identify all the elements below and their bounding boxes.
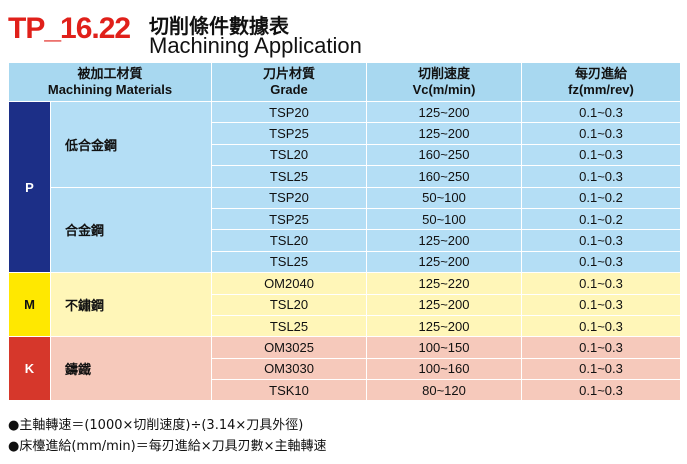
cell-fz: 0.1~0.3 (521, 336, 681, 359)
header-grade: 刀片材質 Grade (211, 62, 367, 102)
material-name: 合金鋼 (50, 186, 212, 274)
title-english: Machining Application (149, 33, 362, 58)
catalog-code: TP_16.22 (8, 12, 131, 45)
table-body: P 低合金鋼 TSP20 125~200 0.1~0.3 TSP25 125~200 0.1~… (8, 100, 681, 402)
formula-notes: ●主軸轉速＝(1000×切削速度)÷(3.14×刀具外徑) ●床檯進給(mm/m… (8, 415, 327, 457)
cell-vc: 80~120 (366, 379, 522, 402)
cell-grade: TSL20 (211, 229, 367, 252)
table-row: TSP25 125~200 0.1~0.3 (9, 122, 681, 145)
table-row: P 低合金鋼 TSP20 125~200 0.1~0.3 (8, 100, 681, 274)
material-name: 不鏽鋼 (50, 272, 212, 338)
note-table-feed: ●床檯進給(mm/min)＝每刃進給×刀具刃數×主軸轉速 (8, 439, 327, 454)
table-row: 合金鋼 TSP20 50~100 0.1~0.2 (9, 186, 681, 274)
cell-grade: TSP25 (211, 122, 367, 145)
cell-vc: 125~200 (366, 229, 522, 252)
material-name: 鑄鐵 (50, 336, 212, 402)
cell-grade: TSL20 (211, 293, 367, 316)
cell-fz: 0.1~0.3 (521, 229, 681, 252)
cell-vc: 125~200 (366, 250, 522, 274)
table-row: M 不鏽鋼 OM2040 125~220 0.1~0.3 (8, 272, 681, 338)
cell-fz: 0.1~0.3 (521, 272, 681, 295)
material-group-k: K (8, 336, 51, 402)
table-row: OM3030 100~160 0.1~0.3 (9, 357, 681, 381)
table-header-row: 被加工材質 Machining Materials 刀片材質 Grade 切削速度 V… (8, 62, 681, 102)
title-chinese: 切削條件數據表 (149, 14, 289, 38)
cell-grade: TSP25 (211, 207, 367, 231)
table-row: TSL25 160~250 0.1~0.3 (9, 165, 681, 188)
table-row: TSL25 125~200 0.1~0.3 (9, 250, 681, 274)
header-materials: 被加工材質 Machining Materials (8, 62, 212, 102)
cell-grade: TSP20 (211, 186, 367, 209)
material-group-m: M (8, 272, 51, 338)
table-row: TSP25 50~100 0.1~0.2 (9, 207, 681, 231)
cell-grade: TSL25 (211, 165, 367, 188)
cell-fz: 0.1~0.3 (521, 250, 681, 274)
cell-fz: 0.1~0.2 (521, 186, 681, 209)
cell-vc: 50~100 (366, 186, 522, 209)
cell-grade: OM2040 (211, 272, 367, 295)
cell-fz: 0.1~0.3 (521, 165, 681, 188)
cell-fz: 0.1~0.3 (521, 314, 681, 338)
cell-vc: 125~200 (366, 314, 522, 338)
cell-vc: 125~200 (366, 122, 522, 145)
cell-vc: 160~250 (366, 143, 522, 167)
cell-grade: OM3030 (211, 357, 367, 381)
cell-vc: 100~160 (366, 357, 522, 381)
cell-fz: 0.1~0.3 (521, 293, 681, 316)
cell-fz: 0.1~0.3 (521, 100, 681, 124)
cell-fz: 0.1~0.3 (521, 143, 681, 167)
table-row: K 鑄鐵 OM3025 100~150 0.1~0.3 (8, 336, 681, 402)
cell-fz: 0.1~0.2 (521, 207, 681, 231)
cell-grade: OM3025 (211, 336, 367, 359)
table-row: TSL20 125~200 0.1~0.3 (9, 229, 681, 252)
cell-fz: 0.1~0.3 (521, 122, 681, 145)
cell-vc: 125~220 (366, 272, 522, 295)
header-feed-per-tooth: 每刃進給 fz(mm/rev) (521, 62, 681, 102)
cell-grade: TSP20 (211, 100, 367, 124)
cell-vc: 125~200 (366, 100, 522, 124)
cell-vc: 100~150 (366, 336, 522, 359)
cell-grade: TSK10 (211, 379, 367, 402)
material-name: 低合金鋼 (50, 101, 212, 188)
cell-vc: 50~100 (366, 207, 522, 231)
header-cutting-speed: 切削速度 Vc(m/min) (366, 62, 522, 102)
cell-grade: TSL25 (211, 250, 367, 274)
page-header: TP_16.22 切削條件數據表 Machining Application (8, 6, 678, 58)
machining-table: 被加工材質 Machining Materials 刀片材質 Grade 切削速度 V… (8, 62, 681, 402)
cell-vc: 125~200 (366, 293, 522, 316)
cell-fz: 0.1~0.3 (521, 357, 681, 381)
cell-grade: TSL20 (211, 143, 367, 167)
material-group-p: P (8, 100, 51, 274)
cell-vc: 160~250 (366, 165, 522, 188)
cell-fz: 0.1~0.3 (521, 379, 681, 402)
table-row: TSK10 80~120 0.1~0.3 (9, 379, 681, 402)
note-spindle-speed: ●主軸轉速＝(1000×切削速度)÷(3.14×刀具外徑) (8, 418, 304, 433)
cell-grade: TSL25 (211, 314, 367, 338)
